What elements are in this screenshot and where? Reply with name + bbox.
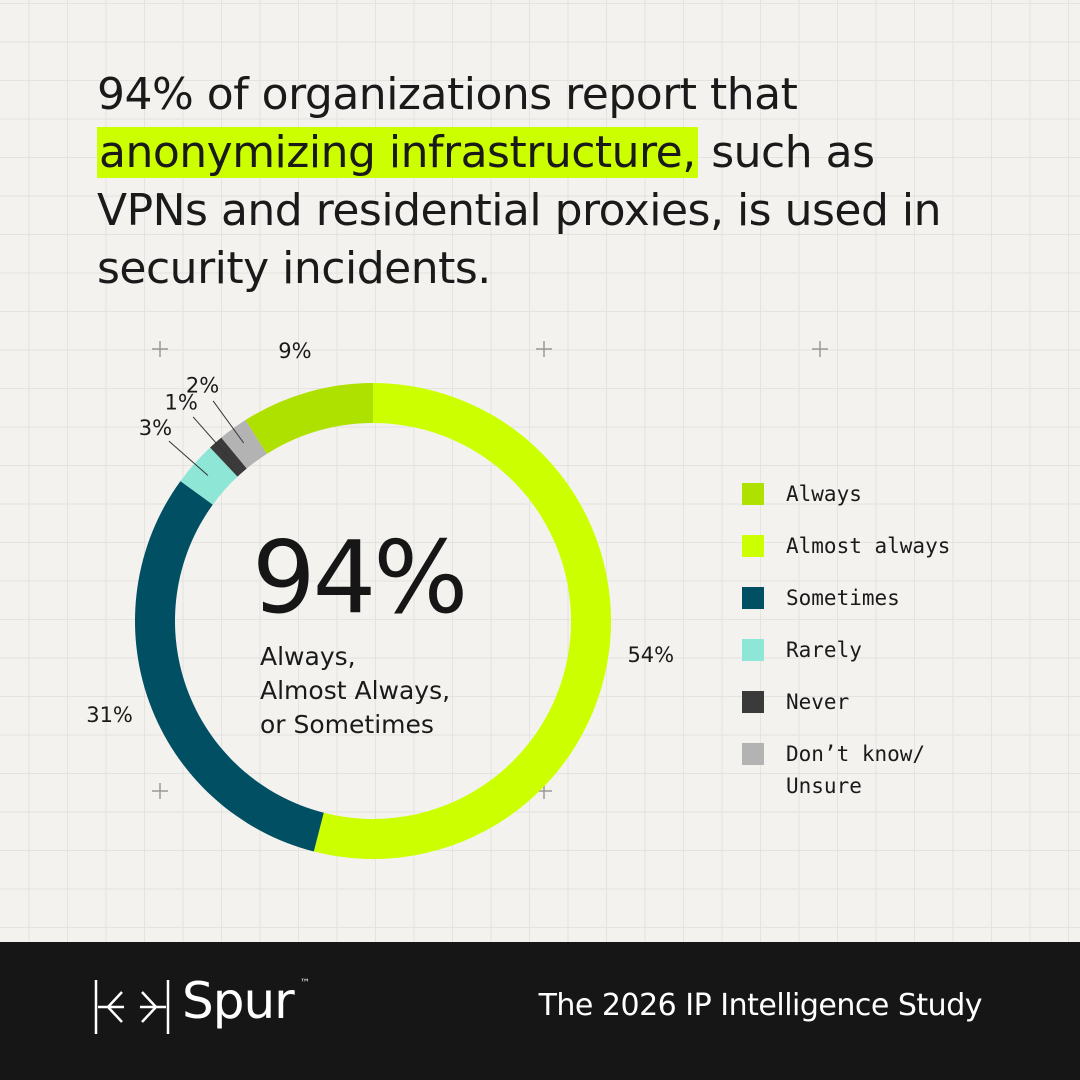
legend-item: Don’t know/ Unsure xyxy=(742,738,952,802)
donut-segment xyxy=(245,383,373,454)
trademark: ™ xyxy=(300,978,310,989)
legend-label: Sometimes xyxy=(786,586,900,610)
donut-segment xyxy=(210,437,247,477)
legend-swatch xyxy=(742,691,764,713)
legend-swatch xyxy=(742,535,764,557)
legend-item: Rarely xyxy=(742,634,952,666)
donut-segment xyxy=(221,420,267,469)
legend-swatch xyxy=(742,587,764,609)
legend-label: Rarely xyxy=(786,638,862,662)
data-label: 3% xyxy=(139,416,172,440)
legend-item: Always xyxy=(742,478,952,510)
legend-label: Never xyxy=(786,690,850,714)
center-label: or Sometimes xyxy=(260,710,434,739)
legend-label: Don’t know/ Unsure xyxy=(786,742,926,798)
legend-label: Always xyxy=(786,482,862,506)
leader-line xyxy=(168,440,209,476)
data-label: 1% xyxy=(165,390,198,414)
data-label: 9% xyxy=(278,339,311,363)
logo-icon xyxy=(94,980,170,1034)
leader-line xyxy=(192,416,228,457)
center-label: Almost Always, xyxy=(260,676,450,705)
legend-item: Never xyxy=(742,686,952,718)
data-label: 2% xyxy=(186,373,219,397)
donut-segment xyxy=(134,481,324,852)
headline-text: 94% of organizations report that xyxy=(97,69,798,120)
legend-item: Sometimes xyxy=(742,582,952,614)
donut-segment xyxy=(313,383,611,859)
data-label: 54% xyxy=(627,643,674,667)
footer: Spur ™ The 2026 IP Intelligence Study xyxy=(0,942,1080,1080)
headline-highlight: anonymizing infrastructure, xyxy=(97,127,698,178)
donut-segment xyxy=(180,447,238,505)
data-label: 31% xyxy=(86,703,133,727)
leader-line xyxy=(212,400,245,444)
legend-item: Almost always xyxy=(742,530,952,562)
study-title: The 2026 IP Intelligence Study xyxy=(538,988,983,1023)
center-value: 94% xyxy=(252,519,465,636)
legend-swatch xyxy=(742,639,764,661)
crosshairs xyxy=(152,341,828,799)
headline-text: such as VPNs and residential proxies, is… xyxy=(97,127,942,294)
legend-swatch xyxy=(742,483,764,505)
chart: 54% 31% 3%1%2% 9% 94% Always, Almost Always, or… xyxy=(86,339,828,859)
headline: 94% of organizations report that anonymi… xyxy=(97,66,977,298)
center-label: Always, xyxy=(260,642,356,671)
brand: Spur xyxy=(182,972,295,1030)
legend-swatch xyxy=(742,743,764,765)
legend-label: Almost always xyxy=(786,534,951,558)
